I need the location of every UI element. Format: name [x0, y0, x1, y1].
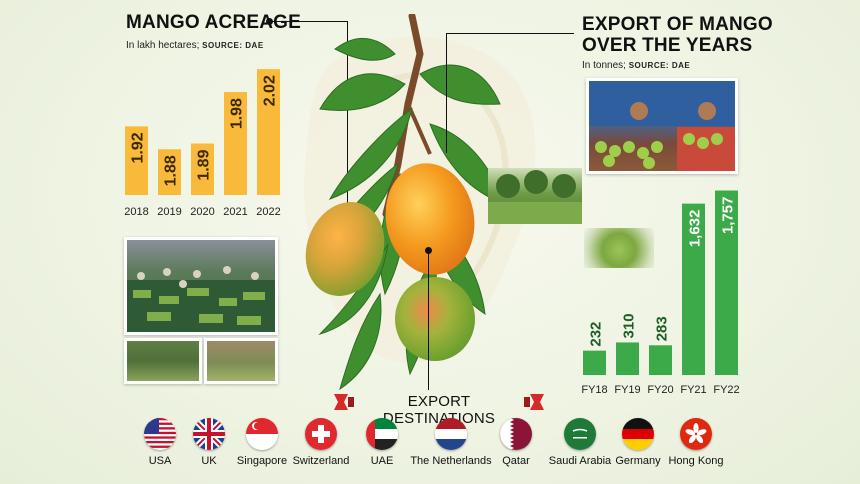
acreage-value-label-2022: 2.02: [262, 75, 279, 106]
germany-flag-icon: [622, 418, 654, 450]
export-tick-FY22: FY22: [713, 384, 739, 396]
acreage-chart: 1.92 2018 1.88 2019 1.89 2020 1.98 2021 2.02 2022: [124, 69, 281, 218]
acreage-bar-2020: [191, 143, 214, 195]
acreage-subtitle: In lakh hectares; SOURCE: DAE: [126, 40, 264, 51]
acreage-bar-2022: [257, 69, 280, 195]
acreage-value-label-2020: 1.89: [196, 149, 213, 180]
destinations-connector-dot: [425, 247, 432, 254]
export-connector-vertical: [446, 33, 447, 153]
acreage-tick-2019: 2019: [157, 206, 181, 218]
mango-crates-photo: [124, 338, 202, 384]
destination-name: UAE: [370, 455, 394, 467]
acreage-unit: In lakh hectares;: [126, 40, 200, 51]
destination-usa: USA: [115, 418, 205, 467]
destination-name: The Netherlands: [410, 455, 492, 467]
export-subtitle: In tonnes; SOURCE: DAE: [582, 60, 690, 71]
qatar-flag-icon: [500, 418, 532, 450]
destination-uae: UAE: [337, 418, 427, 467]
switzerland-flag-icon: [305, 418, 337, 450]
acreage-bar-2021: [224, 92, 247, 195]
export-tick-FY21: FY21: [680, 384, 706, 396]
mango-pile-photo: [584, 228, 654, 268]
acreage-title: MANGO ACREAGE: [126, 12, 302, 33]
export-value-label-FY20: 283: [654, 316, 671, 341]
destination-name: UK: [201, 455, 217, 467]
destination-the-netherlands: The Netherlands: [406, 418, 496, 467]
vendors-illustration: [589, 81, 735, 171]
export-bar-FY20: [649, 345, 672, 375]
export-chart: 232 FY18 310 FY19 283 FY20 1,632 FY21 1,757 FY22: [581, 190, 740, 396]
acreage-value-label-2021: 1.98: [229, 98, 246, 129]
acreage-connector-vertical: [347, 21, 348, 236]
export-title-line2: OVER THE YEARS: [582, 35, 753, 56]
export-bar-FY19: [616, 342, 639, 375]
export-title-connector: [446, 33, 574, 34]
destinations-list: USA UK Singapore Switzerland UAE The Netherla…: [128, 418, 728, 474]
export-value-label-FY19: 310: [621, 313, 638, 338]
mango-branch-illustration: [305, 14, 506, 391]
export-bar-FY21: [682, 203, 705, 375]
acreage-value-label-2018: 1.92: [130, 132, 147, 163]
destination-uk: UK: [164, 418, 254, 467]
acreage-tick-2021: 2021: [223, 206, 247, 218]
destination-name: Saudi Arabia: [548, 455, 612, 467]
destination-hong-kong: Hong Kong: [651, 418, 741, 467]
destinations-connector-vertical: [428, 250, 429, 390]
acreage-tick-2018: 2018: [124, 206, 148, 218]
export-title: EXPORT OF MANGO OVER THE YEARS: [582, 14, 773, 56]
destination-qatar: Qatar: [471, 418, 561, 467]
mango-vendors-photo: [586, 78, 738, 174]
destinations-ribbon: [334, 394, 544, 410]
export-value-label-FY21: 1,632: [687, 210, 704, 248]
market-crowd-photo: [124, 237, 278, 335]
export-unit: In tonnes;: [582, 60, 626, 71]
destination-singapore: Singapore: [217, 418, 307, 467]
export-value-label-FY18: 232: [588, 322, 605, 347]
uae-flag-icon: [366, 418, 398, 450]
orchard-trees: [488, 170, 582, 224]
destination-name: Qatar: [502, 455, 530, 467]
export-source: SOURCE: DAE: [628, 61, 691, 70]
acreage-title-connector: [270, 21, 348, 22]
acreage-tick-2022: 2022: [256, 206, 280, 218]
hong-kong-flag-icon: [680, 418, 712, 450]
acreage-bar-2019: [158, 149, 181, 195]
crowd-illustration: [127, 266, 275, 332]
export-bar-FY18: [583, 350, 606, 375]
acreage-source: SOURCE: DAE: [202, 41, 264, 50]
destination-germany: Germany: [593, 418, 683, 467]
export-tick-FY20: FY20: [647, 384, 673, 396]
export-tick-FY19: FY19: [614, 384, 640, 396]
acreage-title-connector-dot: [266, 18, 273, 25]
export-title-line1: EXPORT OF MANGO: [582, 14, 773, 35]
destination-saudi-arabia: Saudi Arabia: [535, 418, 625, 467]
destination-name: Germany: [615, 455, 661, 467]
destination-name: USA: [148, 455, 172, 467]
usa-flag-icon: [144, 418, 176, 450]
destination-name: Singapore: [236, 455, 288, 467]
acreage-value-label-2019: 1.88: [163, 155, 180, 186]
destinations-heading: EXPORT DESTINATIONS: [382, 393, 496, 427]
export-bar-FY22: [715, 190, 738, 375]
acreage-bar-2018: [125, 126, 148, 195]
export-tick-FY18: FY18: [581, 384, 607, 396]
singapore-flag-icon: [246, 418, 278, 450]
saudi-arabia-flag-icon: [564, 418, 596, 450]
mango-seller-photo: [204, 338, 278, 384]
netherlands-flag-icon: [435, 418, 467, 450]
mango-orchard-photo: [488, 168, 582, 224]
destination-name: Hong Kong: [668, 455, 724, 467]
export-value-label-FY22: 1,757: [720, 197, 737, 235]
destination-switzerland: Switzerland: [276, 418, 366, 467]
destination-name: Switzerland: [292, 455, 350, 467]
acreage-tick-2020: 2020: [190, 206, 214, 218]
